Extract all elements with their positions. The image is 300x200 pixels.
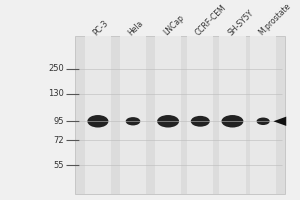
Text: Hela: Hela	[127, 19, 145, 37]
Text: M.prostate: M.prostate	[257, 2, 292, 37]
Text: 250: 250	[49, 64, 64, 73]
Ellipse shape	[126, 117, 140, 125]
Ellipse shape	[87, 115, 108, 128]
Bar	[219, 36, 246, 194]
Text: PC-3: PC-3	[92, 19, 110, 37]
Polygon shape	[273, 117, 286, 126]
Text: LNCap: LNCap	[162, 13, 186, 37]
Ellipse shape	[157, 115, 179, 128]
Bar	[155, 36, 181, 194]
Ellipse shape	[221, 115, 243, 128]
Text: 130: 130	[48, 89, 64, 98]
Text: SH-SY5Y: SH-SY5Y	[226, 8, 255, 37]
Bar	[120, 36, 146, 194]
Bar	[187, 36, 213, 194]
Text: 72: 72	[54, 136, 64, 145]
Text: CCRF-CEM: CCRF-CEM	[194, 3, 228, 37]
Text: 55: 55	[54, 161, 64, 170]
Ellipse shape	[191, 116, 210, 127]
Text: 95: 95	[54, 117, 64, 126]
Ellipse shape	[256, 118, 270, 125]
Bar	[74, 36, 285, 194]
Bar	[85, 36, 111, 194]
Bar	[250, 36, 276, 194]
